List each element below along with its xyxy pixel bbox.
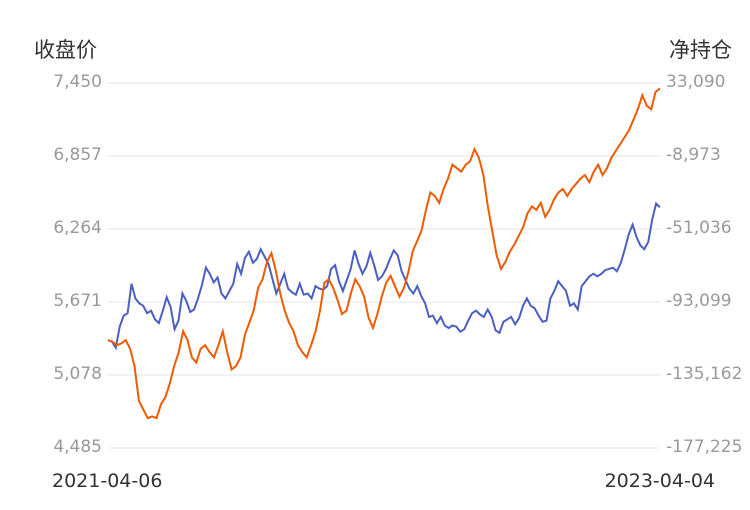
left-axis-title: 收盘价 bbox=[34, 38, 97, 62]
left-tick-label: 6,264 bbox=[53, 218, 102, 238]
left-tick-label: 6,857 bbox=[53, 145, 102, 165]
right-axis-title: 净持仓 bbox=[669, 38, 732, 62]
series-line-close-price bbox=[107, 201, 661, 351]
x-axis-end-date: 2023-04-04 bbox=[604, 470, 715, 492]
right-tick-label: -177,225 bbox=[666, 437, 743, 457]
left-tick-label: 5,078 bbox=[53, 364, 102, 384]
right-tick-label: -8,973 bbox=[666, 145, 721, 165]
right-tick-label: -93,099 bbox=[666, 291, 732, 311]
left-tick-label: 7,450 bbox=[53, 72, 102, 92]
x-axis-start-date: 2021-04-06 bbox=[52, 470, 163, 492]
gridlines bbox=[108, 82, 660, 449]
right-tick-label: 33,090 bbox=[666, 72, 726, 92]
left-tick-label: 4,485 bbox=[53, 437, 102, 457]
right-tick-label: -135,162 bbox=[666, 364, 743, 384]
series-line-net-position bbox=[107, 87, 661, 420]
right-tick-label: -51,036 bbox=[666, 218, 732, 238]
left-tick-label: 5,671 bbox=[53, 291, 102, 311]
